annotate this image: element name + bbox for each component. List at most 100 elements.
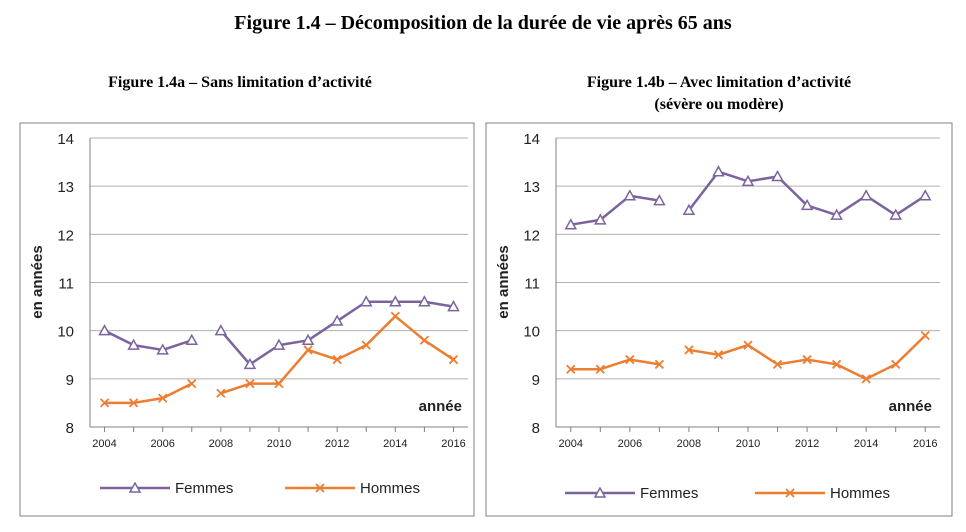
chart-b-femmes-point — [830, 208, 843, 220]
chart-a-xtick-label: 2004 — [92, 438, 116, 450]
chart-a-hommes-point — [99, 398, 110, 408]
chart-a-ytick-label: 13 — [57, 179, 74, 196]
chart-b-hommes-point — [861, 374, 871, 384]
chart-a-ytick-label: 10 — [57, 324, 74, 341]
chart-a-femmes-point — [272, 338, 286, 350]
chart-b-xtick-label: 2006 — [618, 438, 642, 450]
chart-a-legend-hommes-marker — [315, 483, 325, 493]
chart-a-title-line: Figure 1.4a – Sans limitation d’activité — [108, 74, 372, 91]
chart-a-femmes-point — [156, 343, 169, 355]
chart-a-hommes-point — [128, 398, 139, 408]
chart-b-hommes-point — [625, 354, 635, 365]
chart-b-femmes-line — [570, 194, 660, 226]
chart-a-hommes-line — [220, 314, 455, 395]
chart-a-ytick-label: 9 — [66, 372, 74, 389]
chart-a-hommes-point — [448, 354, 459, 365]
chart-b-femmes-point — [594, 213, 607, 225]
chart-b-legend-hommes-marker — [785, 488, 795, 498]
chart-b-title-line: Figure 1.4b – Avec limitation d’activité — [586, 74, 852, 91]
chart-b-ytick-label: 12 — [523, 227, 540, 244]
chart-a-hommes-point — [303, 345, 313, 355]
chart-a-hommes-point — [216, 388, 226, 398]
chart-a-hommes-line — [104, 382, 193, 405]
chart-b-femmes-point — [889, 208, 902, 220]
chart-a-femmes-point — [301, 333, 315, 346]
chart-a-femmes-point — [185, 333, 199, 346]
chart-a-femmes-point — [243, 357, 257, 370]
chart-a-frame — [19, 122, 475, 517]
chart-a-ytick-label: 11 — [58, 276, 74, 293]
chart-b-femmes-point — [741, 174, 755, 187]
chart-b-hommes-point — [654, 359, 665, 370]
chart-b-hommes-point — [566, 364, 576, 374]
chart-b-xtick-label: 2004 — [559, 438, 583, 450]
chart-a-legend-hommes-label: Hommes — [360, 480, 420, 497]
chart-b-hommes-point — [891, 359, 901, 370]
chart-a-hommes-point — [332, 354, 342, 365]
chart-a-ytick-label: 12 — [57, 227, 74, 244]
chart-b-legend-hommes-label: Hommes — [830, 485, 890, 502]
chart-b-subtitle-line: (sévère ou modère) — [654, 96, 784, 113]
chart-a-femmes-point — [389, 295, 402, 307]
chart-b-femmes-point — [623, 189, 637, 201]
chart-a-ytick-label: 8 — [66, 420, 74, 437]
chart-a-hommes-point — [390, 311, 400, 321]
chart-b-femmes-point — [712, 165, 725, 177]
chart-a-femmes-point — [418, 295, 431, 307]
chart-b-ytick-label: 8 — [532, 420, 540, 437]
chart-a-legend-femmes-label: Femmes — [175, 480, 233, 497]
chart-a-hommes-point — [361, 340, 371, 350]
chart-b-title: Figure 1.4b – Avec limitation d’activité… — [486, 72, 952, 116]
chart-a-hommes-point — [274, 379, 284, 389]
chart-a-xtick-label: 2012 — [325, 438, 349, 450]
chart-b-ytick-label: 10 — [523, 324, 540, 341]
chart-b-ytick-label: 9 — [532, 372, 540, 389]
chart-b-legend-femmes-marker — [593, 486, 607, 498]
chart-b-femmes-point — [653, 194, 666, 206]
chart-a-hommes-point — [187, 379, 197, 389]
chart-a-xtick-label: 2010 — [267, 438, 291, 450]
chart-a-xtick-label: 2008 — [209, 438, 233, 450]
chart-a-hommes-point — [245, 379, 255, 389]
chart-b-hommes-line — [688, 334, 927, 381]
chart-a-ytick-label: 14 — [57, 131, 74, 148]
chart-b-frame — [485, 122, 953, 517]
chart-a-femmes-point — [330, 314, 344, 326]
chart-a-femmes-line — [219, 300, 454, 366]
chart-b-hommes-point — [802, 354, 812, 365]
chart-a-ylabel: en années — [29, 245, 46, 318]
chart-a-xtick-label: 2016 — [441, 438, 465, 450]
chart-a-hommes-point — [158, 393, 168, 403]
chart-b-xtick-label: 2008 — [677, 438, 701, 450]
chart-b-hommes-point — [713, 350, 724, 360]
chart-a-hommes-point — [419, 335, 430, 345]
chart-b-femmes-point — [859, 189, 873, 201]
chart-a-xtick-label: 2014 — [383, 438, 407, 450]
chart-b-ytick-label: 14 — [523, 131, 540, 148]
chart-a-xlabel: année — [419, 398, 462, 415]
chart-a-femmes-point — [127, 338, 140, 350]
chart-a-femmes-point — [214, 324, 228, 336]
chart-b-xtick-label: 2010 — [736, 438, 760, 450]
chart-a-femmes-point — [447, 300, 460, 312]
chart-b-hommes-point — [772, 359, 783, 370]
chart-b-femmes-point — [682, 203, 696, 215]
chart-b-femmes-point — [800, 198, 814, 211]
chart-a-femmes-point — [98, 324, 111, 336]
chart-b-ytick-label: 13 — [523, 179, 540, 196]
chart-b-ylabel: en années — [495, 245, 512, 318]
chart-b-hommes-point — [595, 364, 605, 374]
chart-b-legend-femmes-label: Femmes — [640, 485, 698, 502]
chart-a-femmes-line — [103, 329, 193, 352]
chart-a-title: Figure 1.4a – Sans limitation d’activité — [20, 72, 460, 94]
chart-b-hommes-line — [570, 358, 660, 371]
chart-b-xlabel: année — [889, 398, 932, 415]
chart-b-hommes-point — [920, 330, 930, 341]
chart-b-femmes-point — [918, 189, 932, 201]
chart-a-xtick-label: 2006 — [150, 438, 174, 450]
chart-a-legend-femmes-marker — [128, 481, 142, 493]
page-title: Figure 1.4 – Décomposition de la durée d… — [234, 12, 732, 34]
chart-b-hommes-point — [684, 345, 694, 355]
chart-b-hommes-point — [831, 359, 842, 370]
